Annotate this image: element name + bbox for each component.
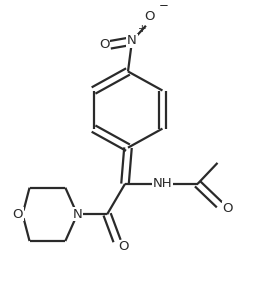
Text: O: O bbox=[145, 10, 155, 23]
Text: +: + bbox=[138, 24, 146, 33]
Text: N: N bbox=[127, 34, 137, 47]
Text: N: N bbox=[72, 208, 82, 221]
Text: O: O bbox=[12, 208, 23, 221]
Text: O: O bbox=[222, 202, 233, 215]
Text: NH: NH bbox=[153, 177, 173, 190]
Text: O: O bbox=[99, 38, 109, 51]
Text: −: − bbox=[159, 0, 169, 12]
Text: O: O bbox=[118, 240, 128, 253]
